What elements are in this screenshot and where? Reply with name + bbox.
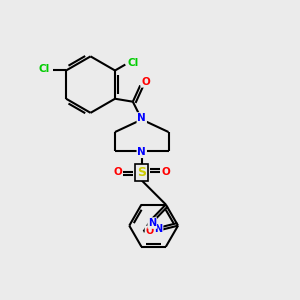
Text: Cl: Cl	[127, 58, 138, 68]
Text: N: N	[137, 147, 146, 157]
Text: N: N	[148, 218, 156, 228]
Text: O: O	[113, 167, 122, 177]
Text: S: S	[137, 166, 146, 178]
Text: O: O	[162, 167, 170, 177]
Text: N: N	[154, 224, 163, 233]
Text: O: O	[141, 77, 150, 87]
Text: Cl: Cl	[39, 64, 50, 74]
Text: O: O	[146, 226, 154, 236]
Text: N: N	[137, 113, 146, 123]
